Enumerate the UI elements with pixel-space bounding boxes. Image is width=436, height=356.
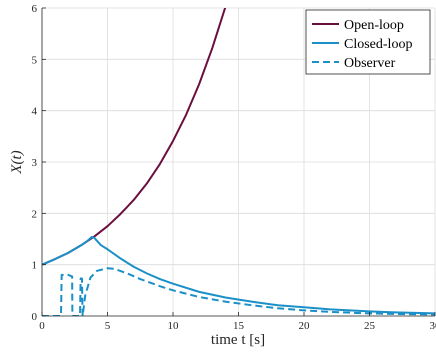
y-tick-label: 3	[32, 157, 38, 169]
legend-label: Observer	[344, 56, 396, 71]
series-line-observer	[42, 267, 435, 316]
y-tick-label: 6	[32, 3, 38, 15]
x-tick-label: 5	[105, 320, 111, 332]
legend: Open-loop Closed-loop Observer	[305, 9, 431, 75]
y-tick-label: 2	[32, 208, 38, 220]
series-line-closed-loop	[42, 235, 435, 315]
x-tick-label: 20	[299, 320, 311, 332]
legend-label: Closed-loop	[344, 37, 412, 52]
x-axis-label: time t [s]	[211, 332, 265, 348]
x-tick-label: 0	[39, 320, 45, 332]
y-tick-label: 1	[32, 260, 38, 272]
legend-label: Open-loop	[344, 18, 404, 33]
x-tick-label: 25	[364, 320, 376, 332]
x-tick-label: 15	[233, 320, 245, 332]
y-ticks: 0 1 2 3 4 5 6	[32, 3, 46, 323]
y-tick-label: 5	[32, 54, 38, 66]
x-ticks: 0 5 10 15 20 25 30	[39, 312, 436, 332]
y-tick-label: 4	[32, 106, 38, 118]
y-tick-label: 0	[32, 311, 38, 323]
y-axis-label: X(t)	[9, 150, 25, 174]
series-lines	[42, 8, 435, 316]
x-tick-label: 10	[168, 320, 180, 332]
x-tick-label: 30	[430, 320, 436, 332]
